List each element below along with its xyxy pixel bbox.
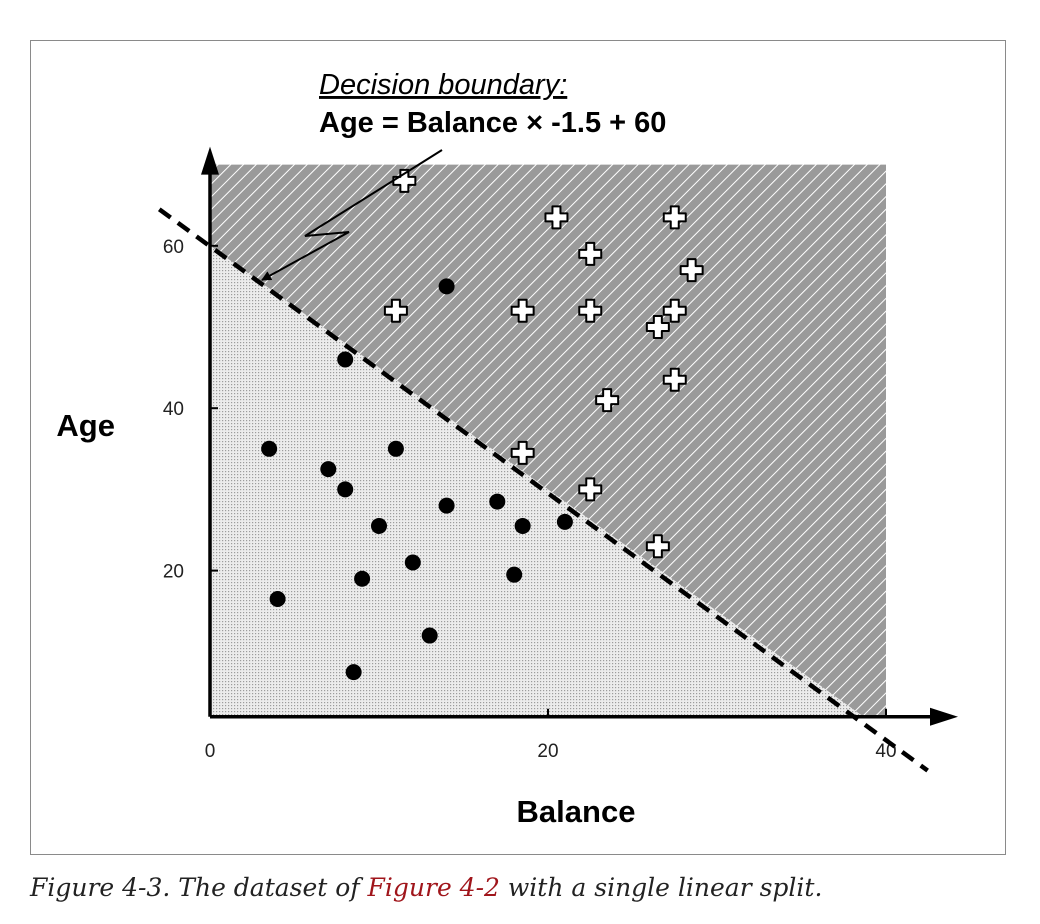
negative-point [261, 440, 278, 457]
positive-region [210, 164, 886, 717]
positive-point [679, 258, 704, 283]
negative-point [354, 570, 371, 587]
y-tick-label: 60 [163, 237, 184, 258]
negative-point [556, 513, 573, 530]
positive-point [645, 534, 670, 559]
negative-point [489, 493, 506, 510]
y-axis-title: Age [56, 408, 115, 443]
positive-point [392, 168, 417, 193]
negative-point [371, 517, 387, 534]
figure-frame [30, 40, 1006, 855]
positive-point [510, 298, 535, 323]
caption-suffix: with a single linear split. [499, 873, 823, 902]
y-tick-label: 40 [163, 399, 184, 420]
negative-point [337, 351, 354, 368]
annotation-equation: Age = Balance × -1.5 + 60 [319, 107, 666, 139]
negative-point [269, 591, 286, 608]
positive-point [578, 298, 603, 323]
negative-point [421, 627, 438, 644]
x-tick-label: 0 [205, 741, 216, 762]
positive-point [544, 205, 569, 230]
negative-point [387, 440, 404, 457]
negative-point [506, 566, 523, 583]
positive-point [595, 388, 620, 413]
positive-point [662, 205, 687, 230]
x-tick-label: 20 [537, 741, 558, 762]
positive-point [578, 477, 603, 502]
y-axis-arrow [201, 146, 219, 175]
x-axis-title: Balance [517, 794, 636, 829]
positive-point [662, 298, 687, 323]
positive-point [510, 440, 535, 465]
positive-point [578, 241, 603, 266]
data-points [261, 168, 704, 681]
positive-point [662, 367, 687, 392]
x-axis-arrow [930, 707, 958, 726]
caption-prefix: Figure 4-3. The dataset of [30, 873, 368, 902]
y-tick-label: 20 [163, 562, 184, 583]
figure-reference-link[interactable]: Figure 4-2 [367, 873, 500, 902]
negative-point [337, 481, 354, 498]
axes [201, 146, 958, 726]
positive-point [383, 298, 408, 323]
negative-point [320, 461, 337, 478]
positive-point [645, 315, 670, 339]
decision-boundary-line [157, 207, 929, 773]
negative-point [404, 554, 421, 571]
annotation-arrow [261, 149, 443, 281]
negative-point [438, 278, 455, 295]
figure-caption: Figure 4-3. The dataset of Figure 4-2 wi… [30, 873, 822, 902]
annotation-heading: Decision boundary: [319, 69, 567, 101]
negative-point [438, 497, 455, 514]
negative-point [345, 664, 362, 681]
negative-point [514, 517, 531, 534]
